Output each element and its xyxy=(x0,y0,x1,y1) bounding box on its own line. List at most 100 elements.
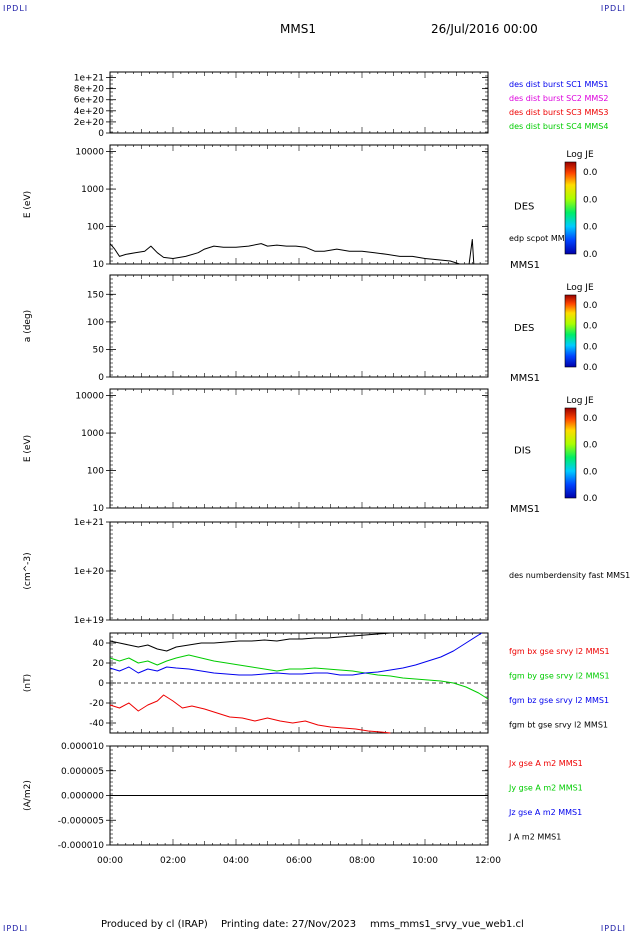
y-axis-title: E (eV) xyxy=(23,435,33,462)
panel-frame-dis_energy xyxy=(109,388,489,509)
y-tick-label: -40 xyxy=(89,719,104,729)
time-tick-label: 00:00 xyxy=(97,856,123,866)
series-line-fgm-by-gse-srvy-l2-MMS1 xyxy=(109,654,489,700)
time-tick-label: 06:00 xyxy=(286,856,312,866)
legend-entry: Jz gse A m2 MMS1 xyxy=(508,808,582,817)
colorbar-dis xyxy=(564,407,577,499)
bottom-label: MMS1 xyxy=(510,504,540,515)
panel-frame-dist_burst xyxy=(109,71,489,134)
y-tick-label: 1e+19 xyxy=(74,616,105,626)
legend-entry: fgm bt gse srvy l2 MMS1 xyxy=(509,721,608,730)
footer-produced-by: Produced by cl (IRAP) xyxy=(101,919,208,930)
series-line-fgm-bt-gse-srvy-l2-MMS1 xyxy=(109,632,391,652)
bottom-label: MMS1 xyxy=(510,260,540,271)
time-tick-label: 02:00 xyxy=(160,856,186,866)
colorbar-tick-label: 0.0 xyxy=(583,342,598,352)
side-label: DES xyxy=(514,323,534,334)
y-tick-label: 10000 xyxy=(75,148,104,158)
legend-entry: J A m2 MMS1 xyxy=(508,833,561,842)
legend-entry: fgm bz gse srvy l2 MMS1 xyxy=(509,696,609,705)
y-tick-label: 100 xyxy=(87,467,104,477)
legend-entry: des dist burst SC3 MMS3 xyxy=(509,108,608,117)
colorbar-title: Log JE xyxy=(566,283,594,293)
series-line-edp-scpot-MMS1 xyxy=(109,239,475,265)
footer-file-name: mms_mms1_srvy_vue_web1.cl xyxy=(370,919,524,930)
legend-entry: des dist burst SC4 MMS4 xyxy=(509,122,608,131)
colorbar-tick-label: 0.0 xyxy=(583,223,598,233)
y-tick-label: 40 xyxy=(93,639,105,649)
corner-label-bottom-right: IPDLI xyxy=(600,924,626,933)
y-tick-label: 10000 xyxy=(75,392,104,402)
y-tick-label: 1000 xyxy=(81,429,104,439)
legend-entry: fgm by gse srvy l2 MMS1 xyxy=(509,672,610,681)
legend-entry: edp scpot MMS1 xyxy=(509,234,575,243)
colorbar-title: Log JE xyxy=(566,150,594,160)
panel-frame-density xyxy=(109,521,489,621)
colorbar-pitch xyxy=(564,294,577,368)
y-tick-label: -0.000010 xyxy=(58,841,104,851)
y-tick-label: 6e+20 xyxy=(74,96,105,106)
y-tick-label: 100 xyxy=(87,318,104,328)
date-time-title: 26/Jul/2016 00:00 xyxy=(431,22,538,36)
legend-entry: fgm bx gse srvy l2 MMS1 xyxy=(509,647,610,656)
y-tick-label: 0 xyxy=(98,129,104,139)
time-tick-label: 12:00 xyxy=(475,856,501,866)
y-tick-label: 150 xyxy=(87,290,104,300)
colorbar-tick-label: 0.0 xyxy=(583,363,598,373)
corner-label-bottom-left: IPDLI xyxy=(3,924,29,933)
y-tick-label: 0.000000 xyxy=(61,792,104,802)
y-axis-title: (A/m2) xyxy=(23,780,33,811)
y-tick-label: 1e+21 xyxy=(74,74,104,84)
y-tick-label: 100 xyxy=(87,223,104,233)
y-tick-label: 50 xyxy=(93,345,105,355)
y-tick-label: 10 xyxy=(93,504,105,514)
y-axis-title: E (eV) xyxy=(23,191,33,218)
colorbar-des xyxy=(564,161,577,255)
colorbar-tick-label: 0.0 xyxy=(583,250,598,260)
side-label: DIS xyxy=(514,446,531,457)
colorbar-tick-label: 0.0 xyxy=(583,301,598,311)
bottom-label: MMS1 xyxy=(510,373,540,384)
y-tick-label: 1000 xyxy=(81,185,104,195)
y-tick-label: 1e+21 xyxy=(74,518,104,528)
series-line-fgm-bz-gse-srvy-l2-MMS1 xyxy=(109,632,482,676)
colorbar-tick-label: 0.0 xyxy=(583,494,598,504)
y-tick-label: 20 xyxy=(93,659,105,669)
y-tick-label: 8e+20 xyxy=(74,85,105,95)
legend-entry: des dist burst SC2 MMS2 xyxy=(509,94,608,103)
colorbar-title: Log JE xyxy=(566,396,594,406)
legend-entry: des dist burst SC1 MMS1 xyxy=(509,80,608,89)
corner-label-top-right: IPDLI xyxy=(600,4,626,13)
colorbar-tick-label: 0.0 xyxy=(583,322,598,332)
y-tick-label: 1e+20 xyxy=(74,567,105,577)
legend-entry: des numberdensity fast MMS1 xyxy=(509,571,630,580)
time-tick-label: 08:00 xyxy=(349,856,375,866)
legend-entry: Jx gse A m2 MMS1 xyxy=(508,759,583,768)
y-tick-label: 0 xyxy=(98,679,104,689)
panel-frame-des_pitch xyxy=(109,274,489,378)
footer-printing-date: Printing date: 27/Nov/2023 xyxy=(221,919,357,930)
y-tick-label: 0 xyxy=(98,373,104,383)
y-axis-title: a (deg) xyxy=(23,310,33,342)
y-tick-label: 0.000010 xyxy=(61,742,104,752)
spacecraft-title: MMS1 xyxy=(280,22,316,36)
time-tick-label: 10:00 xyxy=(412,856,438,866)
corner-label-top-left: IPDLI xyxy=(3,4,29,13)
colorbar-tick-label: 0.0 xyxy=(583,414,598,424)
legend-entry: Jy gse A m2 MMS1 xyxy=(508,784,583,793)
colorbar-tick-label: 0.0 xyxy=(583,195,598,205)
y-axis-title: (cm^-3) xyxy=(23,552,33,589)
y-tick-label: -0.000005 xyxy=(58,816,104,826)
colorbar-tick-label: 0.0 xyxy=(583,441,598,451)
series-line-fgm-bx-gse-srvy-l2-MMS1 xyxy=(109,694,391,734)
colorbar-tick-label: 0.0 xyxy=(583,168,598,178)
y-tick-label: -20 xyxy=(89,699,104,709)
y-tick-label: 2e+20 xyxy=(74,118,105,128)
colorbar-tick-label: 0.0 xyxy=(583,467,598,477)
side-label: DES xyxy=(514,202,534,213)
y-tick-label: 0.000005 xyxy=(61,767,104,777)
time-tick-label: 04:00 xyxy=(223,856,249,866)
y-tick-label: 4e+20 xyxy=(74,107,105,117)
y-tick-label: 10 xyxy=(93,260,105,270)
